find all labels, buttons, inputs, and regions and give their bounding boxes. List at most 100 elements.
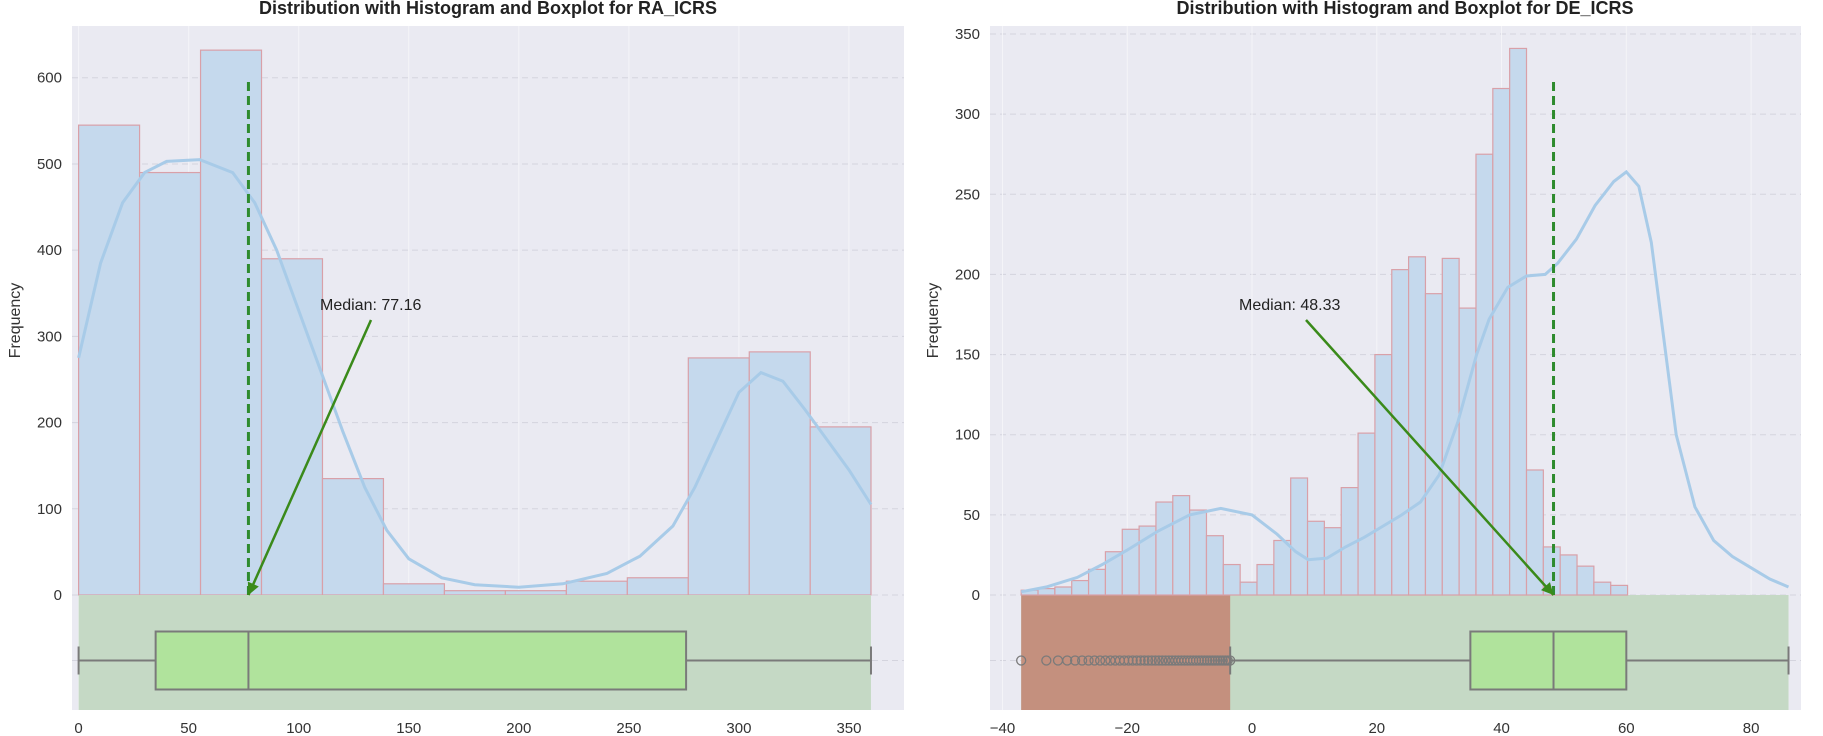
x-tick-label: 200 [506, 720, 531, 736]
x-tick-label: 80 [1743, 720, 1760, 736]
ra-icrs-panel: Median: 77.16 0 100 200 300 400 500 600 0 50 100 1… [7, 0, 904, 736]
y-tick-label: 500 [37, 156, 62, 173]
boxplot-outlier [1131, 655, 1142, 666]
histogram-bar [1239, 581, 1258, 596]
histogram-bar [626, 577, 689, 596]
boxplot-outlier [1150, 655, 1161, 666]
y-tick-label: 400 [37, 242, 62, 259]
histogram-bar [1155, 501, 1174, 596]
histogram-bar [1323, 527, 1342, 596]
histogram-bar [321, 478, 385, 596]
histogram-bar [443, 590, 506, 596]
histogram-bar [1172, 495, 1191, 596]
x-tick-label: 300 [726, 720, 751, 736]
y-tick-label: 0 [54, 587, 62, 604]
x-tick-label: 350 [836, 720, 861, 736]
boxplot-outlier [1094, 655, 1106, 666]
boxplot-outlier [1201, 655, 1213, 666]
boxplot-outlier [1016, 655, 1027, 666]
histogram-bar [1458, 307, 1477, 596]
histogram-bar [687, 357, 750, 596]
histogram-bar [1559, 554, 1578, 596]
histogram-bar [1374, 353, 1393, 596]
kde-curve-ra [77, 158, 873, 589]
boxplot-outlier [1062, 655, 1073, 666]
median-annotation: Median: 48.33 [1239, 297, 1341, 314]
histogram-bar [809, 426, 872, 596]
histogram-bar [1509, 47, 1528, 596]
boxplot-box [154, 630, 688, 691]
boxplot-outlier [1193, 655, 1205, 666]
x-tick-label: 0 [74, 720, 82, 736]
histogram-bar [1610, 584, 1629, 596]
y-axis-label-de: Frequency [925, 283, 942, 359]
x-tick-label: 40 [1493, 720, 1510, 736]
histogram-bar [78, 124, 141, 596]
y-tick-label: 300 [37, 328, 62, 345]
boxplot-outlier [1123, 655, 1134, 666]
y-tick-label: 300 [955, 106, 980, 123]
x-tick-label: 100 [286, 720, 311, 736]
boxplot-outlier [1199, 655, 1210, 666]
median-arrowhead [1541, 582, 1554, 595]
boxplot-outlier [1212, 655, 1223, 666]
histogram-bar [504, 590, 567, 596]
histogram-bar [1054, 586, 1073, 596]
histogram-bar [1357, 432, 1376, 596]
y-tick-label: 200 [37, 415, 62, 432]
kde-curve-de [1020, 169, 1790, 594]
boxplot-outlier [1209, 655, 1221, 666]
boxplot-outlier [1069, 655, 1081, 666]
boxplot-outlier [1190, 655, 1202, 666]
boxplot-outlier [1196, 655, 1207, 666]
boxplot-outlier [1207, 655, 1218, 666]
boxplot-outlier [1146, 655, 1157, 666]
histogram-bar [1593, 581, 1612, 596]
y-tick-label: 0 [972, 587, 980, 604]
boxplot-outlier [1217, 655, 1228, 666]
boxplot-outlier [1157, 655, 1168, 666]
y-tick-label: 600 [37, 70, 62, 87]
histogram-bar [1205, 535, 1224, 596]
histogram-bar [748, 351, 811, 596]
histogram-bar [1189, 509, 1208, 596]
boxplot-outlier [1083, 655, 1094, 666]
x-tick-label: 20 [1368, 720, 1385, 736]
histogram-bar [565, 580, 628, 596]
histogram-bar [1290, 477, 1309, 596]
histogram-bar [1475, 153, 1494, 596]
boxplot-outlier [1225, 655, 1236, 666]
histogram-bar [1273, 539, 1292, 596]
histogram-bar [1408, 256, 1427, 596]
histogram-bar [1087, 568, 1107, 596]
boxplot-outlier [1127, 655, 1138, 666]
boxplot-outlier [1204, 655, 1215, 666]
median-annotation: Median: 77.16 [320, 297, 422, 314]
x-tick-label: −20 [1115, 720, 1140, 736]
boxplot-outlier [1041, 655, 1052, 666]
boxplot-outlier [1143, 655, 1154, 666]
boxplot-box [1469, 630, 1628, 691]
y-tick-label: 200 [955, 266, 980, 283]
y-tick-label: 100 [37, 501, 62, 518]
boxplot-outlier [1139, 655, 1150, 666]
y-tick-label: 50 [963, 507, 980, 524]
histogram-bar [1222, 563, 1241, 596]
y-tick-label: 250 [955, 186, 980, 203]
x-tick-label: 150 [396, 720, 421, 736]
boxplot-outlier [1100, 655, 1111, 666]
histogram-bar [382, 583, 446, 596]
histogram-bar [1525, 469, 1544, 596]
chart-title-de: Distribution with Histogram and Boxplot … [1176, 0, 1633, 18]
x-tick-label: 50 [180, 720, 197, 736]
x-tick-label: 250 [616, 720, 641, 736]
histogram-bar [1492, 87, 1511, 596]
histogram-bar [1256, 563, 1275, 596]
outlier-band [1021, 595, 1231, 710]
histogram-bar [1424, 293, 1443, 596]
chart-title-ra: Distribution with Histogram and Boxplot … [259, 0, 717, 18]
histogram-bar [1121, 528, 1140, 596]
x-tick-label: 60 [1618, 720, 1635, 736]
median-arrow [247, 319, 373, 596]
